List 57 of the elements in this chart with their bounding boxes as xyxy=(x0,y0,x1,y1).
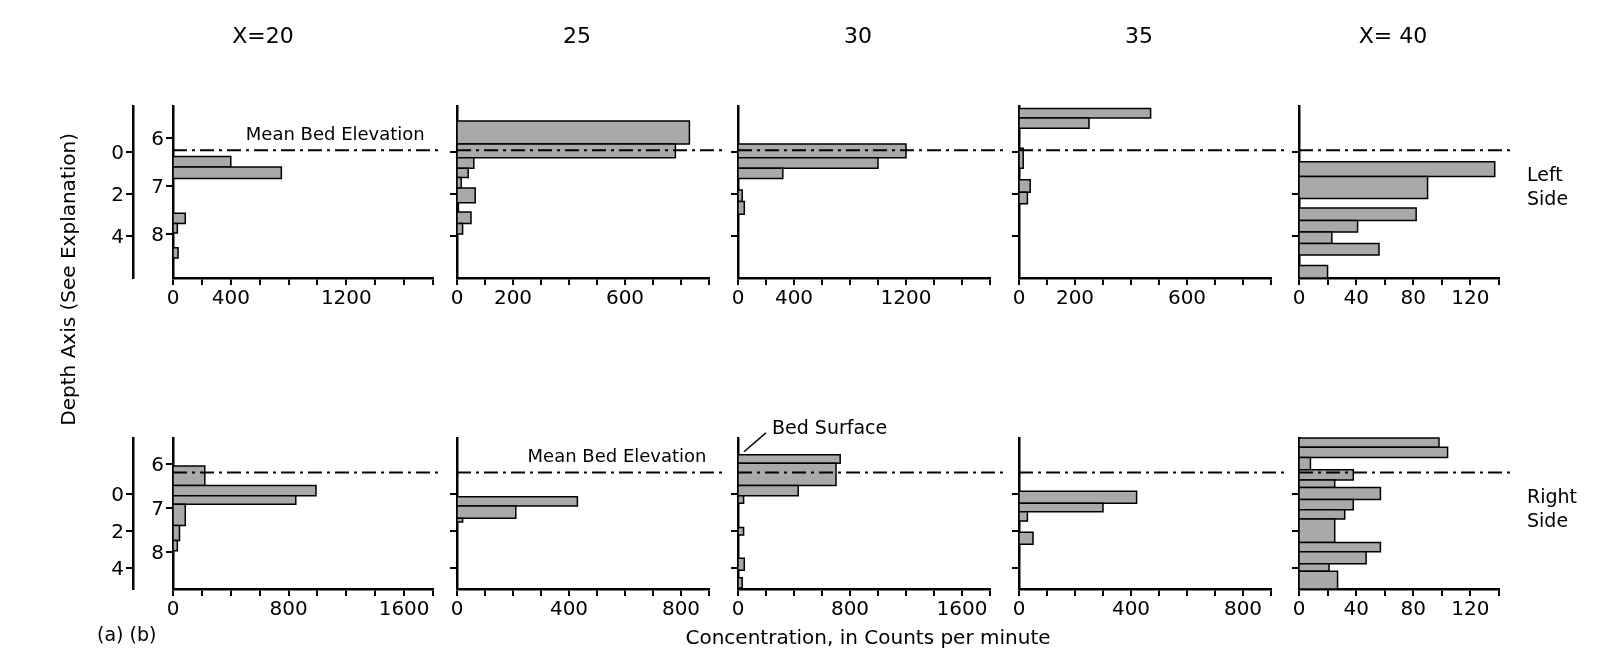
x-tick-label: 800 xyxy=(830,596,870,621)
x-tick-label: 800 xyxy=(1223,596,1263,621)
y-tick-label: 0 xyxy=(111,481,124,506)
x-tick-label: 0 xyxy=(166,285,180,310)
x-tick-label: 0 xyxy=(450,596,464,621)
y-tick-label: 2 xyxy=(111,518,124,543)
chart-title: X=20 xyxy=(232,22,294,48)
chart-title: 30 xyxy=(844,22,872,48)
y2-tick-label: 8 xyxy=(151,539,164,564)
y-tick-label: 4 xyxy=(111,223,124,248)
x-tick-label: 400 xyxy=(1111,596,1151,621)
x-tick-label: 0 xyxy=(450,285,464,310)
y-tick-label: 0 xyxy=(111,140,124,165)
chart-title: X= 40 xyxy=(1358,22,1428,48)
x-tick-label: 1200 xyxy=(320,285,372,310)
x-tick-label: 40 xyxy=(1343,285,1369,310)
x-tick-label: 0 xyxy=(1012,285,1026,310)
x-tick-label: 400 xyxy=(549,596,589,621)
x-tick-label: 0 xyxy=(166,596,180,621)
x-axis-title: Concentration, in Counts per minute xyxy=(685,625,1051,649)
y2-tick-label: 8 xyxy=(151,222,164,247)
x-tick-label: 800 xyxy=(661,596,701,621)
x-tick-label: 120 xyxy=(1451,285,1490,310)
x-tick-label: 80 xyxy=(1400,285,1427,310)
y-tick-label: 2 xyxy=(111,182,124,206)
x-tick-label: 600 xyxy=(1167,285,1207,310)
x-tick-label: 120 xyxy=(1451,596,1490,621)
chart-title: 25 xyxy=(563,22,591,48)
x-tick-label: 0 xyxy=(1292,596,1306,621)
x-tick-label: 400 xyxy=(211,285,250,310)
text: (a) (b) xyxy=(97,623,157,646)
y-axis-title: Depth Axis (See Explanation) xyxy=(56,133,80,426)
x-tick-label: 200 xyxy=(493,285,533,310)
y2-tick-label: 6 xyxy=(151,451,164,476)
ref-line-label: Mean Bed Elevation xyxy=(245,123,425,145)
text: Left Side xyxy=(1527,162,1569,209)
x-tick-label: 400 xyxy=(774,285,814,310)
x-tick-label: 1200 xyxy=(880,285,932,310)
x-tick-label: 0 xyxy=(731,596,745,621)
y-tick-label: 4 xyxy=(111,556,124,581)
ref-line-label: Mean Bed Elevation xyxy=(527,445,707,467)
x-tick-label: 1600 xyxy=(936,596,988,621)
x-tick-label: 80 xyxy=(1400,596,1427,621)
y2-tick-label: 7 xyxy=(151,173,164,198)
y2-tick-label: 6 xyxy=(151,125,164,150)
x-tick-label: 0 xyxy=(1292,285,1306,310)
text: Right Side xyxy=(1527,484,1578,531)
x-tick-label: 40 xyxy=(1343,596,1369,621)
y2-tick-label: 7 xyxy=(151,495,164,520)
annotation: Bed Surface xyxy=(772,415,888,438)
x-tick-label: 0 xyxy=(1012,596,1026,621)
x-tick-label: 1600 xyxy=(378,596,430,621)
x-tick-label: 800 xyxy=(269,596,308,621)
x-tick-label: 200 xyxy=(1055,285,1095,310)
x-tick-label: 600 xyxy=(605,285,645,310)
x-tick-label: 0 xyxy=(731,285,745,310)
chart-title: 35 xyxy=(1125,22,1153,48)
